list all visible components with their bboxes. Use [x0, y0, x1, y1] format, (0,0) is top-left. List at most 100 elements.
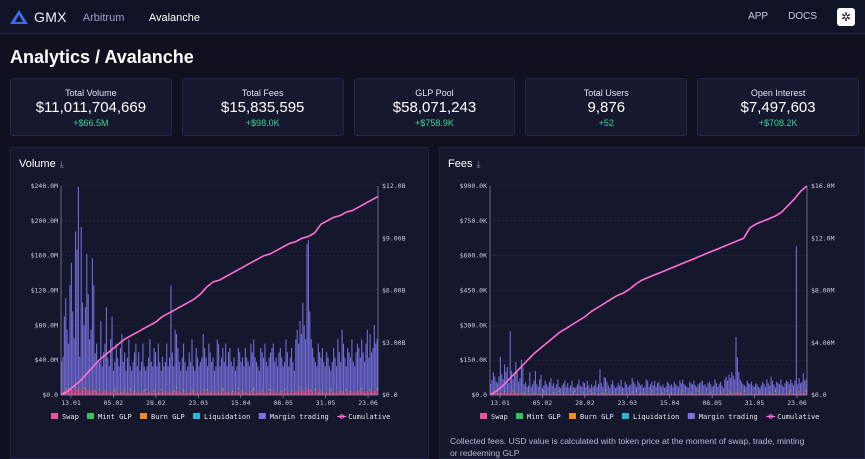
- swap-bar: [104, 391, 106, 395]
- swap-bar: [313, 392, 315, 395]
- page-title: Analytics / Avalanche: [10, 47, 194, 67]
- margin-bar: [607, 385, 609, 394]
- swap-bar: [282, 392, 284, 395]
- x-tick-label: 15.04: [660, 399, 680, 407]
- app-link[interactable]: APP: [748, 11, 769, 22]
- swap-bar: [706, 393, 708, 395]
- margin-bar: [117, 357, 119, 393]
- logo[interactable]: GMX: [10, 9, 67, 25]
- margin-bar: [108, 366, 110, 393]
- margin-bar: [156, 366, 158, 393]
- swap-bar: [729, 393, 731, 395]
- margin-bar: [288, 366, 290, 393]
- margin-bar: [571, 380, 573, 394]
- margin-bar: [111, 316, 113, 391]
- swap-bar: [161, 391, 164, 395]
- margin-bar: [216, 339, 218, 392]
- mint-bar: [710, 391, 712, 394]
- mint-bar: [690, 391, 692, 394]
- x-tick-label: 13.01: [490, 399, 510, 407]
- swap-bar: [170, 389, 172, 395]
- margin-bar: [118, 366, 120, 393]
- burn-bar: [635, 390, 637, 392]
- y-right-tick-label: $3.00B: [382, 339, 406, 347]
- swap-bar: [229, 391, 231, 395]
- swap-bar: [512, 393, 514, 395]
- mint-bar: [720, 391, 722, 394]
- margin-bar: [277, 366, 279, 393]
- y-right-tick-label: $12.0B: [382, 182, 406, 190]
- mint-bar: [114, 390, 116, 393]
- burn-bar: [299, 387, 301, 389]
- margin-bar: [655, 386, 657, 394]
- swap-bar: [220, 392, 223, 395]
- margin-bar: [706, 386, 708, 394]
- nav-arbitrum[interactable]: Arbitrum: [82, 11, 125, 24]
- docs-link[interactable]: DOCS: [788, 11, 817, 22]
- margin-bar: [90, 329, 92, 391]
- mint-bar: [778, 391, 781, 394]
- margin-bar: [790, 379, 792, 394]
- margin-bar: [599, 369, 601, 393]
- mint-bar: [592, 391, 594, 394]
- legend-swatch: [51, 413, 58, 419]
- margin-bar: [114, 361, 116, 393]
- legend-label: Cumulative: [348, 413, 390, 421]
- margin-bar: [66, 329, 68, 391]
- swap-bar: [369, 390, 371, 395]
- swap-bar: [180, 392, 182, 395]
- download-icon[interactable]: ⤓: [476, 158, 481, 169]
- nav-avalanche[interactable]: Avalanche: [148, 11, 200, 24]
- swap-bar: [659, 393, 661, 395]
- burn-bar: [790, 389, 792, 392]
- burn-bar: [666, 389, 668, 392]
- margin-bar: [190, 361, 192, 393]
- burn-bar: [376, 388, 378, 390]
- margin-bar: [372, 347, 374, 392]
- swap-bar: [776, 393, 778, 395]
- swap-bar: [609, 393, 611, 395]
- margin-bar: [341, 329, 343, 391]
- margin-bar: [212, 357, 214, 393]
- margin-bar: [565, 386, 567, 394]
- swap-bar: [505, 392, 507, 395]
- margin-bar: [69, 285, 71, 390]
- legend-label: Swap: [491, 413, 508, 421]
- swap-bar: [717, 393, 719, 395]
- stat-glp-pool: GLP Pool $58,071,243 +$758.9K: [353, 78, 516, 136]
- download-icon[interactable]: ⤓: [59, 158, 64, 169]
- swap-bar: [788, 393, 790, 395]
- margin-bar: [296, 329, 298, 391]
- swap-bar: [684, 393, 687, 395]
- margin-bar: [576, 384, 579, 394]
- mint-bar: [729, 391, 731, 394]
- margin-bar: [757, 386, 760, 394]
- swap-bar: [760, 393, 762, 395]
- swap-bar: [223, 392, 225, 395]
- swap-bar: [188, 391, 190, 395]
- swap-bar: [564, 393, 566, 395]
- theme-toggle-button[interactable]: ✲: [837, 7, 855, 26]
- stat-label: Open Interest: [750, 88, 806, 98]
- swap-bar: [595, 393, 597, 395]
- margin-bar: [547, 386, 549, 394]
- swap-bar: [348, 391, 350, 395]
- swap-bar: [569, 393, 572, 395]
- swap-bar: [101, 392, 103, 395]
- mint-bar: [641, 391, 643, 394]
- swap-bar: [651, 393, 653, 395]
- swap-bar: [590, 393, 593, 395]
- swap-bar: [82, 389, 84, 395]
- stat-total-volume: Total Volume $11,011,704,669 +$66.5M: [10, 78, 172, 136]
- swap-bar: [183, 391, 185, 395]
- margin-bar: [62, 356, 64, 392]
- swap-bar: [655, 393, 657, 395]
- margin-bar: [261, 352, 263, 392]
- swap-bar: [508, 393, 510, 395]
- margin-bar: [668, 383, 670, 394]
- swap-bar: [694, 393, 696, 395]
- swap-bar: [91, 388, 93, 395]
- margin-bar: [314, 361, 316, 393]
- mint-bar: [340, 390, 342, 393]
- swap-bar: [103, 391, 105, 395]
